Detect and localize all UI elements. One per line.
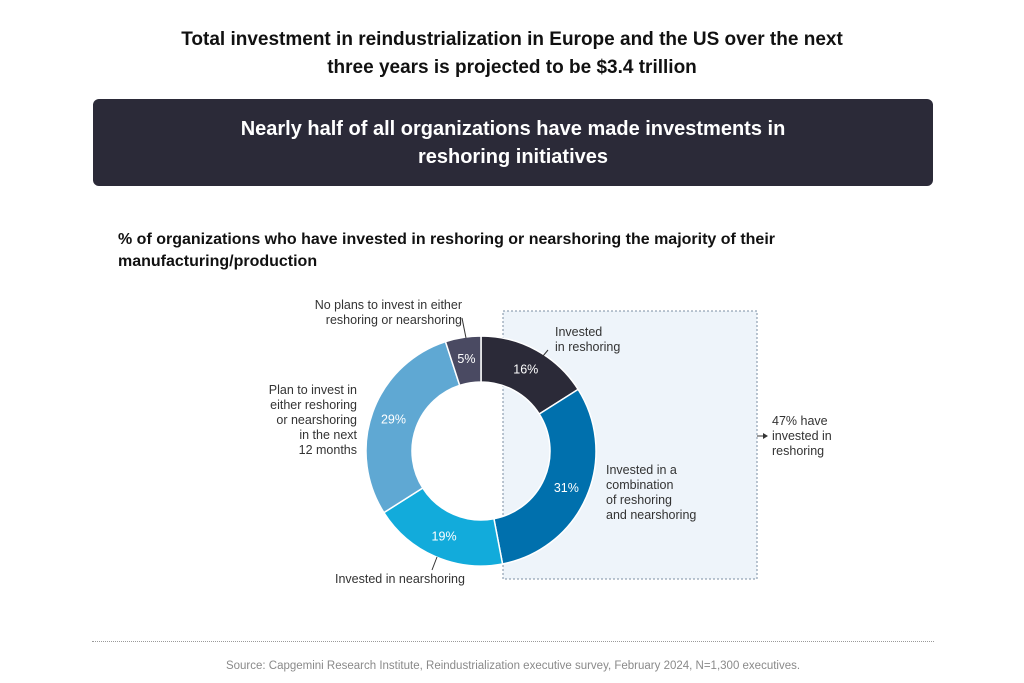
annotation-nearshoring: Invested in nearshoring [335,572,505,587]
annotation-highlight: 47% have invested in reshoring [772,414,882,459]
annotation-reshoring-line: in reshoring [555,340,621,354]
annotation-plan-line: either reshoring [270,398,357,412]
footer-divider [92,641,934,642]
annotation-combination-line: Invested in a [606,463,677,477]
key-finding-banner: Nearly half of all organizations have ma… [93,99,933,186]
donut-slice-labels: 16% 31% 19% 29% 5% [381,352,579,543]
headline-line-2: three years is projected to be $3.4 tril… [150,54,874,82]
donut-slice [493,388,597,565]
annotation-plan-line: Plan to invest in [268,383,357,397]
annotation-highlight-line: reshoring [772,444,825,458]
headline-emphasis: $3.4 trillion [596,57,697,78]
donut-slice [365,340,461,514]
annotation-highlight-line: 47% have [772,414,828,428]
slice-value-label: 29% [381,412,406,426]
headline-line-1: Total investment in reindustrialization … [181,29,843,50]
donut-slice [444,335,482,387]
headline: Total investment in reindustrialization … [150,26,874,82]
slice-value-label: 19% [432,529,457,543]
slice-value-label: 5% [457,352,475,366]
annotation-combination-line: combination [606,478,674,492]
banner-text: Nearly half of all organizations have ma… [240,117,786,168]
annotation-no-plans: No plans to invest in either reshoring o… [262,298,462,328]
annotation-combination-line: and nearshoring [606,508,697,522]
leader-lines [431,317,768,571]
annotation-no-plans-line: reshoring or nearshoring [325,313,462,327]
annotation-combination-line: of reshoring [606,493,673,507]
headline-line-2-prefix: three years is projected to be [327,57,597,78]
annotation-reshoring: Invested in reshoring [555,325,675,355]
leader-line-reshoring [542,349,549,357]
donut-slices [365,335,597,567]
highlight-arrowhead [763,433,768,439]
annotation-plan-line: 12 months [298,443,357,457]
slice-value-label: 31% [554,481,579,495]
annotation-no-plans-line: No plans to invest in either [314,298,462,312]
chart-title: % of organizations who have invested in … [118,231,775,270]
annotation-highlight-line: invested in [772,429,832,443]
leader-line-nearshoring [431,556,438,571]
slice-value-label: 16% [513,363,538,377]
leader-line-no-plans [461,317,467,339]
annotation-plan-line: or nearshoring [276,413,357,427]
source-note: Source: Capgemini Research Institute, Re… [225,660,801,672]
annotation-combination: Invested in a combination of reshoring a… [606,463,746,523]
annotation-reshoring-line: Invested [555,325,603,339]
annotation-plan-line: in the next [299,428,357,442]
annotation-nearshoring-line: Invested in nearshoring [335,572,465,586]
annotation-plan-to-invest: Plan to invest in either reshoring or ne… [220,383,357,458]
